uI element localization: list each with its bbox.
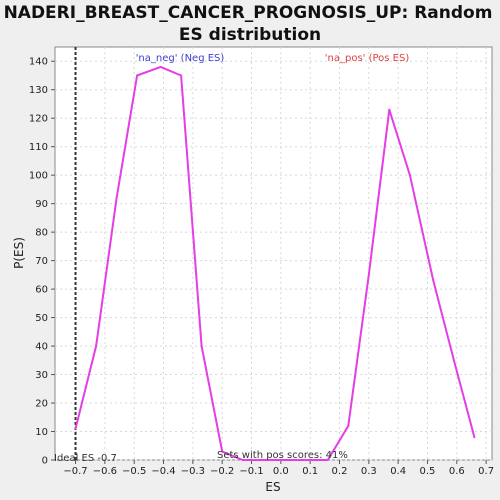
- data-point: [159, 65, 162, 68]
- data-point: [473, 436, 476, 439]
- x-tick-label: −0.7: [63, 466, 87, 477]
- data-point: [221, 450, 224, 453]
- y-tick-label: 50: [35, 313, 48, 324]
- data-point: [388, 108, 391, 111]
- neg-es-label: 'na_neg' (Neg ES): [136, 53, 225, 64]
- y-axis-label: P(ES): [12, 237, 26, 269]
- y-tick-label: 90: [35, 199, 48, 210]
- x-tick-label: 0.3: [361, 466, 377, 477]
- y-tick-label: 40: [35, 342, 48, 353]
- y-tick-label: 130: [29, 85, 48, 96]
- x-tick-label: −0.6: [93, 466, 117, 477]
- data-point: [136, 74, 139, 77]
- chart-title-line-1: NADERI_BREAST_CANCER_PROGNOSIS_UP: Rando…: [4, 3, 493, 23]
- data-point: [367, 273, 370, 276]
- data-point: [432, 279, 435, 282]
- point-layer: [74, 65, 476, 461]
- data-point: [452, 359, 455, 362]
- data-point: [115, 196, 118, 199]
- x-tick-label: −0.3: [181, 466, 205, 477]
- pos-es-label: 'na_pos' (Pos ES): [325, 53, 410, 64]
- y-tick-label: 20: [35, 399, 48, 410]
- x-tick-label: 0.2: [332, 466, 348, 477]
- y-tick-label: 110: [29, 142, 48, 153]
- x-tick-label: 0.4: [390, 466, 406, 477]
- y-tick-label: 120: [29, 114, 48, 125]
- y-tick-label: 30: [35, 370, 48, 381]
- data-point: [326, 459, 329, 461]
- data-point: [262, 459, 265, 461]
- x-tick-label: 0.7: [478, 466, 494, 477]
- plot-area: [54, 46, 493, 461]
- data-point: [74, 427, 77, 430]
- y-tick-label: 0: [42, 456, 48, 467]
- data-point: [95, 345, 98, 348]
- x-tick-label: 0.5: [420, 466, 436, 477]
- y-tick-label: 60: [35, 285, 48, 296]
- data-point: [282, 459, 285, 461]
- x-tick-label: 0.1: [302, 466, 318, 477]
- x-tick-label: −0.4: [151, 466, 175, 477]
- y-tick-label: 80: [35, 228, 48, 239]
- x-axis-label: ES: [265, 480, 280, 494]
- data-point: [347, 424, 350, 427]
- y-tick-label: 70: [35, 256, 48, 267]
- y-tick-label: 100: [29, 171, 48, 182]
- x-tick-label: −0.5: [122, 466, 146, 477]
- x-tick-label: 0.6: [449, 466, 465, 477]
- ideal-es-label: Ideal ES -0.7: [54, 453, 117, 464]
- x-tick-label: 0.0: [273, 466, 289, 477]
- y-tick-label: 140: [29, 57, 48, 68]
- data-point: [408, 174, 411, 177]
- tick-layer: 0 10 20 30 40 50 60 70 80 90 100 110 120 130 140 −0.7 −0…: [29, 57, 494, 477]
- y-tick-label: 10: [35, 427, 48, 438]
- series-line: [74, 65, 476, 461]
- chart-title-line-2: ES distribution: [179, 25, 321, 45]
- data-point: [241, 459, 244, 461]
- data-point: [303, 459, 306, 461]
- data-point: [180, 74, 183, 77]
- data-point: [200, 345, 203, 348]
- pos-scores-label: Sets with pos scores: 41%: [217, 450, 348, 461]
- x-tick-label: −0.2: [210, 466, 234, 477]
- x-tick-label: −0.1: [239, 466, 263, 477]
